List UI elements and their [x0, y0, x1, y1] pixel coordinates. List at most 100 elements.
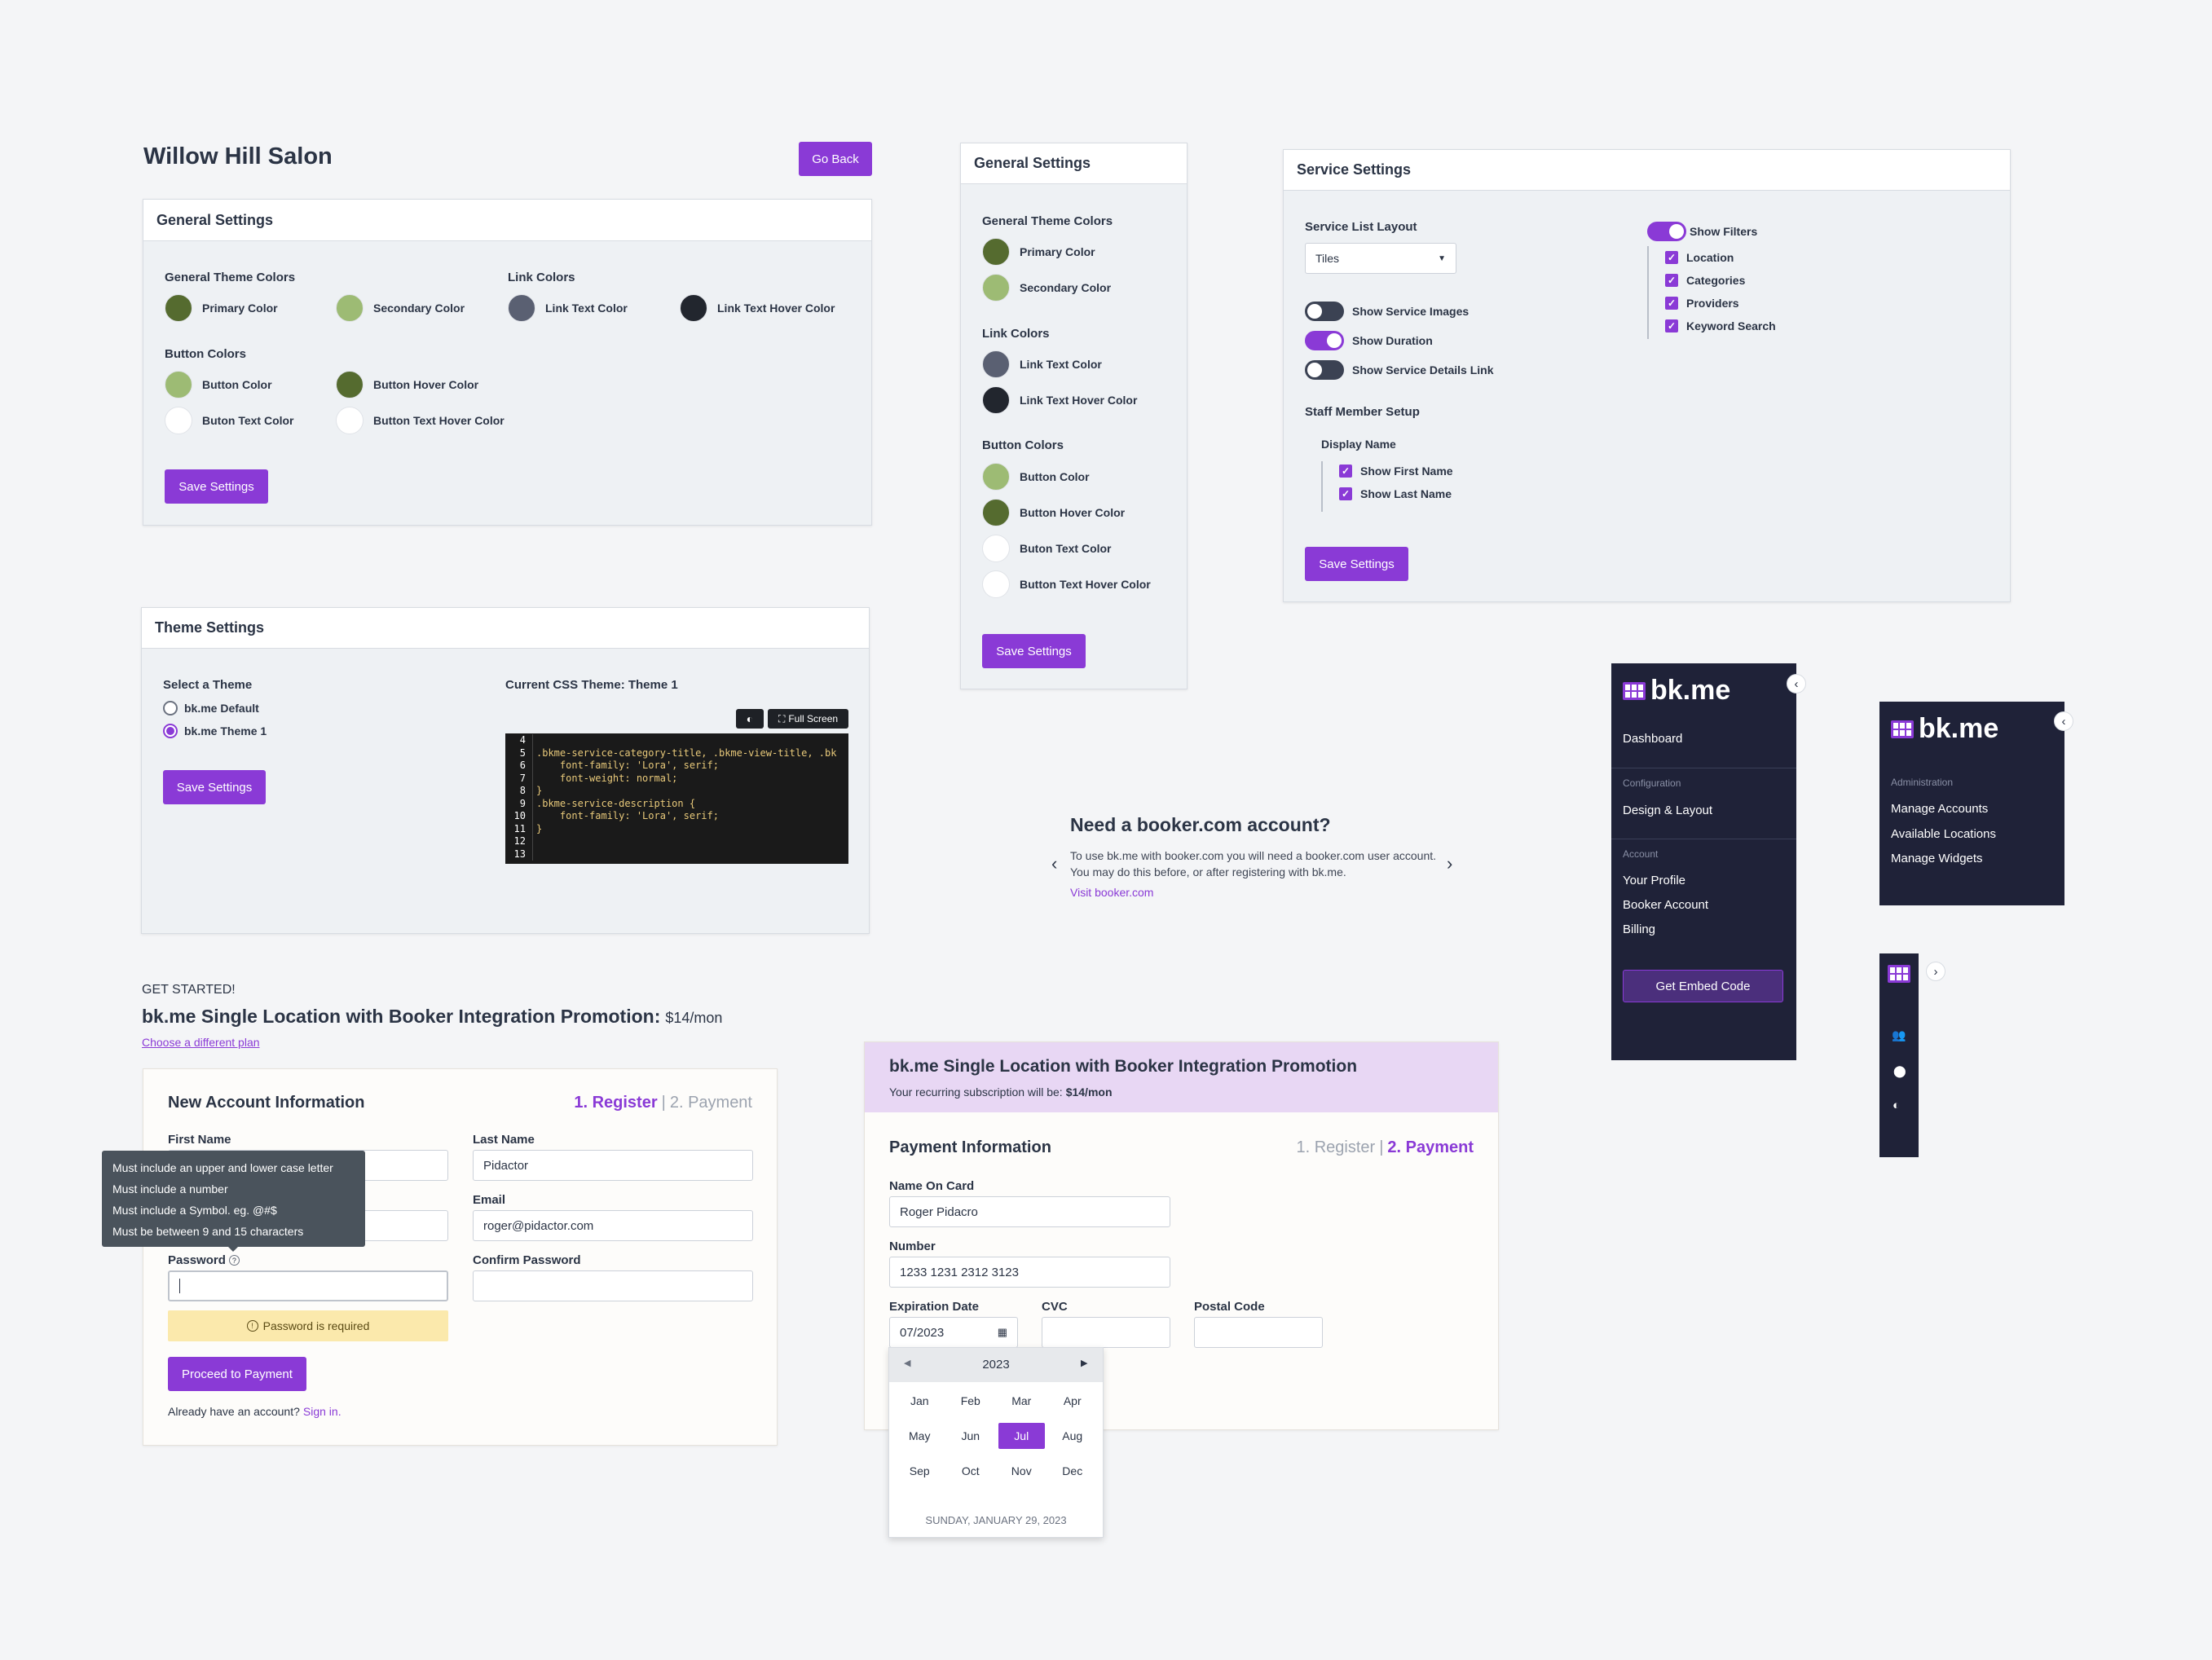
- save-settings-button[interactable]: Save Settings: [163, 770, 266, 804]
- layout-value: Tiles: [1315, 252, 1340, 265]
- secondary-color-swatch[interactable]: Secondary Color: [982, 274, 1111, 302]
- secondary-color-swatch[interactable]: Secondary Color: [336, 294, 465, 322]
- month-cell[interactable]: Oct: [961, 1464, 980, 1477]
- prev-year-icon[interactable]: ◀: [904, 1358, 911, 1368]
- sidebar-item-booker[interactable]: Booker Account: [1623, 898, 1709, 912]
- prev-arrow-icon[interactable]: ‹: [1051, 853, 1058, 874]
- fullscreen-button[interactable]: ⛶ Full Screen: [768, 709, 848, 729]
- radio-theme1[interactable]: bk.me Theme 1: [163, 724, 267, 738]
- show-filters-toggle[interactable]: Show Filters: [1647, 222, 1757, 241]
- next-year-icon[interactable]: ▶: [1081, 1358, 1088, 1368]
- month-cell[interactable]: Mar: [1011, 1394, 1032, 1407]
- collapse-chevron-icon[interactable]: ‹: [2054, 711, 2073, 731]
- first-name-checkbox[interactable]: ✓ Show First Name: [1339, 465, 1453, 478]
- button-hover-color-swatch[interactable]: Button Hover Color: [336, 371, 478, 398]
- check-icon[interactable]: ✓: [1665, 251, 1678, 264]
- sidebar-item-billing[interactable]: Billing: [1623, 922, 1656, 936]
- keyword-checkbox[interactable]: ✓ Keyword Search: [1665, 319, 1776, 332]
- link-hover-color-swatch[interactable]: Link Text Hover Color: [982, 386, 1137, 414]
- month-cell[interactable]: Apr: [1063, 1394, 1082, 1407]
- sidebar-item-widgets[interactable]: Manage Widgets: [1891, 852, 1983, 865]
- month-cell[interactable]: Jan: [910, 1394, 929, 1407]
- show-images-toggle[interactable]: Show Service Images: [1305, 302, 1469, 321]
- show-details-toggle[interactable]: Show Service Details Link: [1305, 360, 1494, 380]
- link-text-color-swatch[interactable]: Link Text Color: [982, 350, 1102, 378]
- cvc-input[interactable]: [1042, 1317, 1170, 1348]
- sidebar-item-accounts[interactable]: Manage Accounts: [1891, 802, 1989, 816]
- sidebar-item-profile[interactable]: Your Profile: [1623, 874, 1685, 887]
- location-checkbox[interactable]: ✓ Location: [1665, 251, 1734, 264]
- proceed-to-payment-button[interactable]: Proceed to Payment: [168, 1357, 306, 1391]
- button-text-hover-color-swatch[interactable]: Button Text Hover Color: [336, 407, 505, 434]
- radio-default[interactable]: bk.me Default: [163, 701, 259, 716]
- help-icon[interactable]: ?: [228, 1255, 240, 1266]
- button-hover-color-swatch[interactable]: Button Hover Color: [982, 499, 1125, 526]
- toggle-switch[interactable]: [1305, 302, 1344, 321]
- toggle-switch[interactable]: [1305, 331, 1344, 350]
- check-icon[interactable]: ✓: [1339, 465, 1352, 478]
- primary-color-swatch[interactable]: Primary Color: [165, 294, 278, 322]
- signin-link[interactable]: Sign in.: [302, 1405, 341, 1418]
- check-icon[interactable]: ✓: [1339, 487, 1352, 500]
- check-icon[interactable]: ✓: [1665, 297, 1678, 310]
- save-settings-button[interactable]: Save Settings: [165, 469, 268, 504]
- card-number-input[interactable]: 1233 1231 2312 3123: [889, 1257, 1170, 1288]
- toggle-switch[interactable]: [1305, 360, 1344, 380]
- check-icon[interactable]: ✓: [1665, 274, 1678, 287]
- primary-color-swatch[interactable]: Primary Color: [982, 238, 1095, 266]
- code-editor[interactable]: 4 5 .bkme-service-category-title, .bkme-vi…: [505, 733, 848, 864]
- month-cell[interactable]: Nov: [1011, 1464, 1032, 1477]
- link-text-color-swatch[interactable]: Link Text Color: [508, 294, 628, 322]
- location-pin-icon[interactable]: ⬤: [1893, 1064, 1906, 1077]
- save-settings-button[interactable]: Save Settings: [982, 634, 1086, 668]
- sidebar-item-locations[interactable]: Available Locations: [1891, 827, 1996, 841]
- button-text-color-swatch[interactable]: Buton Text Color: [982, 535, 1112, 562]
- button-color-swatch[interactable]: Button Color: [165, 371, 272, 398]
- contrast-icon[interactable]: ◐: [736, 709, 764, 729]
- next-arrow-icon[interactable]: ›: [1447, 853, 1453, 874]
- get-embed-code-button[interactable]: Get Embed Code: [1623, 970, 1783, 1002]
- toggle-switch[interactable]: [1647, 222, 1686, 241]
- contrast-icon[interactable]: ◐: [1893, 1099, 1901, 1112]
- month-cell[interactable]: Dec: [1062, 1464, 1083, 1477]
- radio-icon[interactable]: [163, 701, 178, 716]
- calendar-icon[interactable]: ▦: [997, 1326, 1007, 1338]
- layout-select[interactable]: Tiles ▼: [1305, 243, 1456, 274]
- last-name-input[interactable]: Pidactor: [473, 1150, 753, 1181]
- visit-booker-link[interactable]: Visit booker.com: [1070, 886, 1154, 899]
- button-text-color-swatch[interactable]: Buton Text Color: [165, 407, 294, 434]
- logo[interactable]: bk.me: [1623, 675, 1730, 707]
- postal-code-input[interactable]: [1194, 1317, 1323, 1348]
- providers-checkbox[interactable]: ✓ Providers: [1665, 297, 1739, 310]
- sidebar-item-design[interactable]: Design & Layout: [1623, 804, 1713, 817]
- grid-logo-icon[interactable]: [1888, 965, 1910, 983]
- check-icon[interactable]: ✓: [1665, 319, 1678, 332]
- button-text-hover-color-swatch[interactable]: Button Text Hover Color: [982, 570, 1151, 598]
- collapse-chevron-icon[interactable]: ‹: [1787, 674, 1806, 694]
- month-cell[interactable]: Aug: [1062, 1429, 1083, 1442]
- picker-year[interactable]: 2023: [982, 1358, 1010, 1372]
- email-input[interactable]: roger@pidactor.com: [473, 1210, 753, 1241]
- expiration-input[interactable]: 07/2023 ▦: [889, 1317, 1018, 1348]
- go-back-button[interactable]: Go Back: [799, 142, 872, 176]
- month-cell[interactable]: Feb: [960, 1394, 980, 1407]
- password-input[interactable]: [168, 1270, 448, 1301]
- month-cell[interactable]: Jul: [998, 1423, 1045, 1449]
- show-duration-toggle[interactable]: Show Duration: [1305, 331, 1433, 350]
- link-hover-color-swatch[interactable]: Link Text Hover Color: [680, 294, 835, 322]
- categories-checkbox[interactable]: ✓ Categories: [1665, 274, 1745, 287]
- logo[interactable]: bk.me: [1891, 713, 1998, 745]
- month-cell[interactable]: Sep: [909, 1464, 930, 1477]
- confirm-password-input[interactable]: [473, 1270, 753, 1301]
- expand-chevron-icon[interactable]: ›: [1926, 962, 1945, 981]
- users-icon[interactable]: 👥: [1892, 1028, 1906, 1041]
- last-name-checkbox[interactable]: ✓ Show Last Name: [1339, 487, 1452, 500]
- month-cell[interactable]: May: [909, 1429, 931, 1442]
- month-cell[interactable]: Jun: [961, 1429, 980, 1442]
- choose-plan-link[interactable]: Choose a different plan: [142, 1036, 260, 1049]
- radio-selected-icon[interactable]: [163, 724, 178, 738]
- sidebar-item-dashboard[interactable]: Dashboard: [1623, 732, 1683, 746]
- save-settings-button[interactable]: Save Settings: [1305, 547, 1408, 581]
- name-on-card-input[interactable]: Roger Pidacro: [889, 1196, 1170, 1227]
- button-color-swatch[interactable]: Button Color: [982, 463, 1090, 491]
